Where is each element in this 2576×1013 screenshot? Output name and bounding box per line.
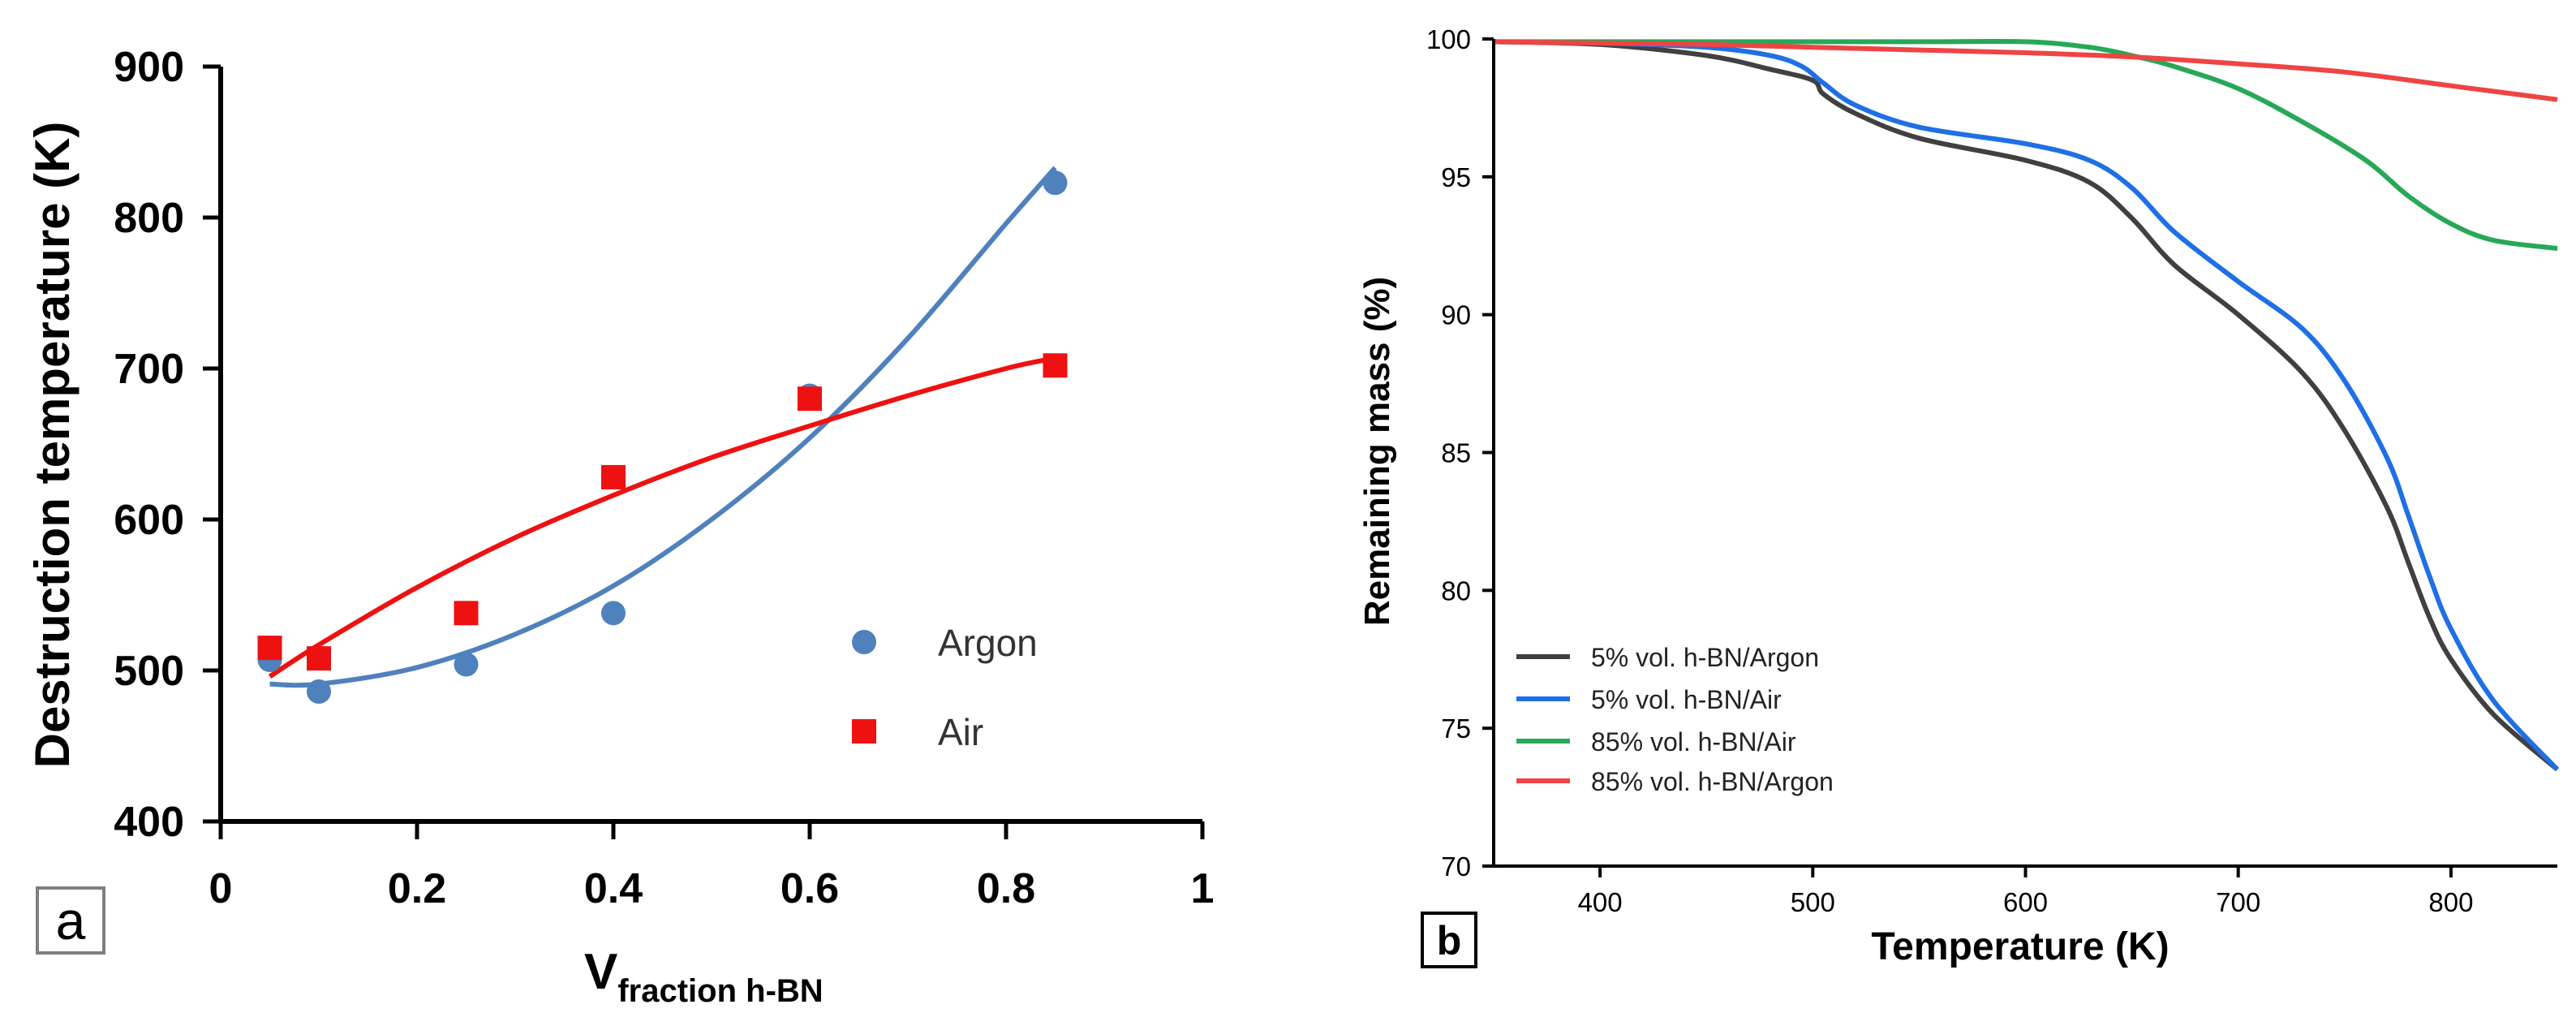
panel-b-y-ticks: 70 75 80 85 90 95 100 xyxy=(1426,24,1494,882)
panel-b-legend: 5% vol. h-BN/Argon 5% vol. h-BN/Air 85% … xyxy=(1516,643,1834,796)
panel-b-y-label: Remaining mass (%) xyxy=(1357,277,1397,626)
air-point xyxy=(798,386,822,412)
panel-a-y-tick-label: 600 xyxy=(114,497,184,544)
air-point xyxy=(257,636,282,661)
panel-b-x-tick-label: 400 xyxy=(1578,887,1623,917)
panel-a-y-ticks: 400 500 600 700 800 900 xyxy=(114,44,221,846)
legend-label-1: 5% vol. h-BN/Air xyxy=(1591,685,1782,714)
series-line-85-vol-h-bn-air xyxy=(1494,38,2558,252)
series-line-5-vol-h-bn-air xyxy=(1493,39,2560,772)
legend-argon-marker xyxy=(852,630,876,654)
panel-a-x-tick-label: 1 xyxy=(1191,865,1215,912)
panel-a-x-tick-label: 0.4 xyxy=(584,865,643,912)
panel-b-y-tick-label: 95 xyxy=(1441,162,1471,192)
panel-a-x-label-subscript: fraction h-BN xyxy=(617,973,823,1009)
argon-trend-line xyxy=(269,166,1057,688)
panel-b-y-tick-label: 70 xyxy=(1441,851,1471,882)
chart-panel-b: 400 500 600 700 800 70 75 80 85 90 95 100 Remainin… xyxy=(1357,24,2560,968)
panel-b-y-tick-label: 80 xyxy=(1441,575,1471,606)
panel-a-x-tick-label: 0.2 xyxy=(388,865,446,912)
legend-label-0: 5% vol. h-BN/Argon xyxy=(1591,643,1819,672)
series-line-85-vol-h-bn-argon xyxy=(1493,39,2558,102)
panel-b-y-tick-label: 75 xyxy=(1441,713,1471,744)
air-point xyxy=(1043,353,1068,378)
argon-point xyxy=(601,601,626,626)
panel-a-y-tick-label: 400 xyxy=(114,799,184,846)
air-point xyxy=(454,601,479,626)
panel-b-y-tick-label: 100 xyxy=(1426,24,1471,54)
panel-a-label: a xyxy=(56,890,86,950)
argon-point xyxy=(1043,170,1068,196)
panel-b-x-label: Temperature (K) xyxy=(1871,925,2169,968)
panel-a-x-ticks: 0 0.2 0.4 0.6 0.8 1 xyxy=(209,821,1215,912)
chart-panel-a: 0 0.2 0.4 0.6 0.8 1 400 500 600 700 800 900 Destru… xyxy=(25,44,1214,1009)
panel-a-y-tick-label: 500 xyxy=(114,648,184,695)
argon-point xyxy=(307,679,331,705)
argon-trend-layer xyxy=(269,166,1057,688)
air-point xyxy=(307,646,331,671)
air-point xyxy=(601,464,626,489)
panel-a-y-tick-label: 700 xyxy=(114,346,184,393)
panel-a-y-tick-label: 900 xyxy=(114,44,184,91)
air-trend-layer xyxy=(268,356,1056,679)
panel-b-x-ticks: 400 500 600 700 800 xyxy=(1578,866,2473,917)
argon-point xyxy=(454,652,479,677)
legend-label-3: 85% vol. h-BN/Argon xyxy=(1591,767,1834,796)
panel-a-x-label-main: V xyxy=(584,944,617,1000)
series-line-5-vol-h-bn-argon xyxy=(1493,39,2559,772)
legend-air-marker xyxy=(852,719,876,744)
legend-label-2: 85% vol. h-BN/Air xyxy=(1591,727,1796,757)
panel-a-y-tick-label: 800 xyxy=(114,195,184,242)
panel-a-x-tick-label: 0.8 xyxy=(977,865,1035,912)
panel-b-lines-layer xyxy=(1493,38,2560,772)
panel-b-label: b xyxy=(1437,918,1462,963)
panel-b-x-tick-label: 500 xyxy=(1791,887,1835,917)
panel-b-x-tick-label: 600 xyxy=(2003,887,2048,917)
panel-a-label-box xyxy=(36,886,105,955)
panel-a-x-label: Vfraction h-BN xyxy=(584,944,824,1009)
panel-b-x-tick-label: 800 xyxy=(2428,887,2473,917)
panel-b-x-tick-label: 700 xyxy=(2216,887,2260,917)
panel-b-y-tick-label: 90 xyxy=(1441,300,1471,330)
legend-argon-label: Argon xyxy=(938,622,1038,664)
legend-air-label: Air xyxy=(938,711,983,753)
air-trend-line xyxy=(268,356,1056,679)
panel-a-x-tick-label: 0.6 xyxy=(781,865,839,912)
panel-b-y-tick-label: 85 xyxy=(1441,438,1471,468)
panel-a-x-tick-label: 0 xyxy=(209,865,233,912)
panel-b-label-box xyxy=(1421,912,1477,968)
panel-a-y-label: Destruction temperature (K) xyxy=(25,122,80,769)
air-points-layer xyxy=(257,353,1068,671)
